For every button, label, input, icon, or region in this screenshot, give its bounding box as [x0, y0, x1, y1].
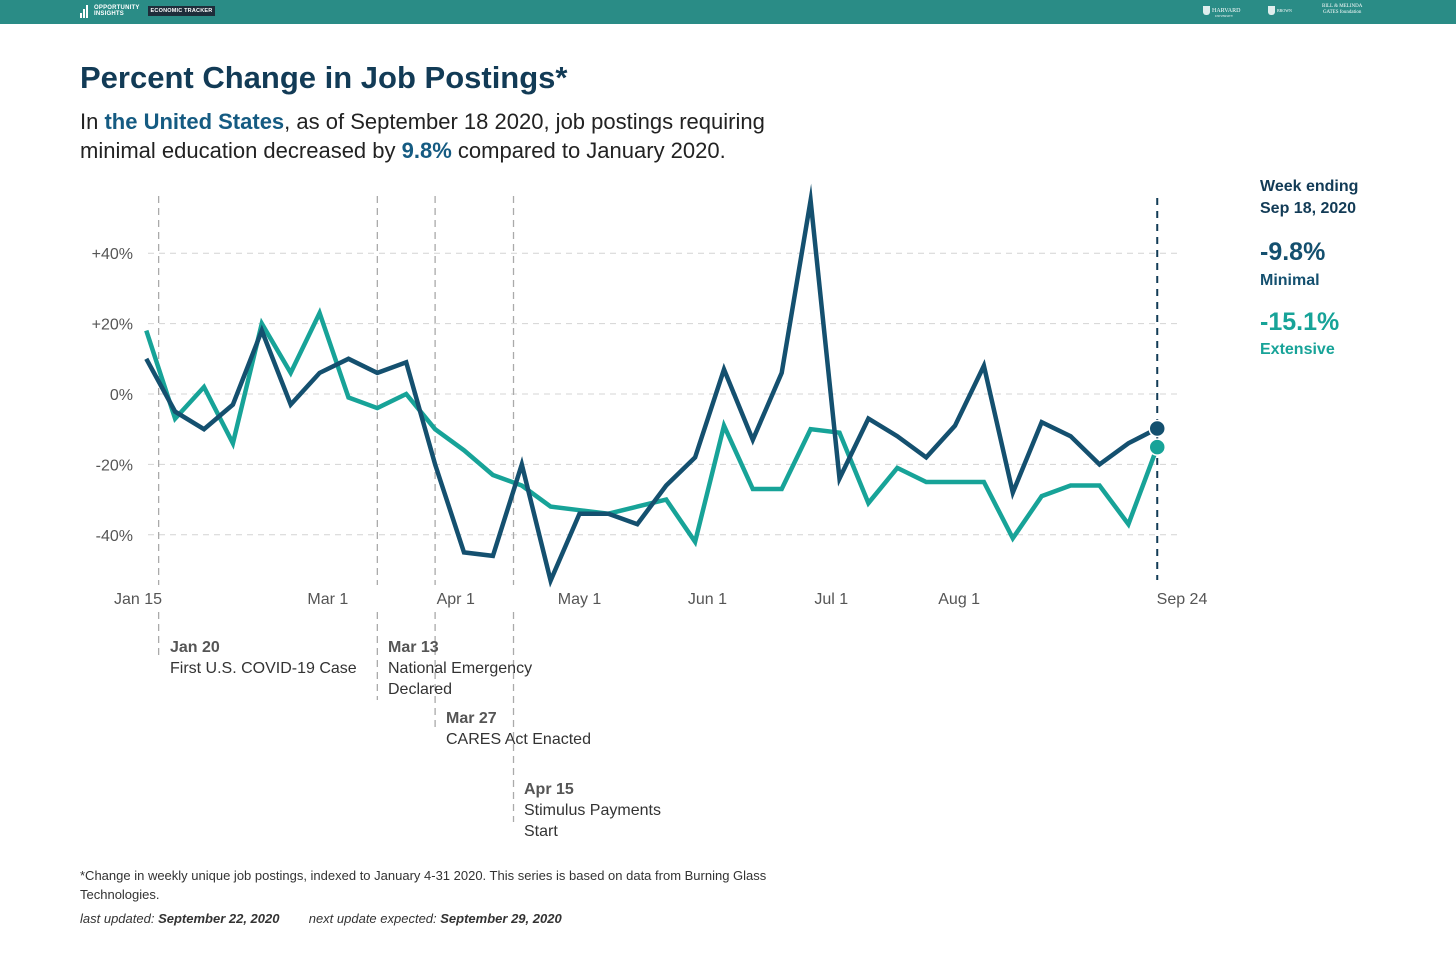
harvard-shield-icon [1203, 6, 1210, 15]
update-info: last updated: September 22, 2020 next up… [80, 911, 562, 926]
harvard-logo[interactable]: HARVARD UNIVERSITY [1203, 6, 1240, 18]
footnote: *Change in weekly unique job postings, i… [80, 868, 767, 902]
bar-chart-icon [80, 4, 90, 18]
endpoint-extensive [1148, 438, 1166, 456]
minimal-label: Minimal [1260, 272, 1320, 289]
x-tick-label: Jul 1 [814, 591, 848, 608]
extensive-label: Extensive [1260, 341, 1335, 358]
event-annotation-mar13: Mar 13 National Emergency Declared [388, 637, 548, 700]
event-text: CARES Act Enacted [446, 731, 591, 748]
x-tick-label: Jan 15 [114, 591, 162, 608]
minimal-value: -9.8% [1260, 238, 1326, 266]
opportunity-insights-logo[interactable]: OPPORTUNITY INSIGHTS ECONOMIC TRACKER [80, 4, 216, 18]
subtitle-post: compared to January 2020. [451, 138, 726, 163]
logo-line1: OPPORTUNITY [94, 5, 140, 11]
header-bar: OPPORTUNITY INSIGHTS ECONOMIC TRACKER HA… [0, 0, 1456, 24]
x-tick-label: Jun 1 [688, 591, 727, 608]
event-annotation-jan20: Jan 20 First U.S. COVID-19 Case [170, 637, 390, 679]
y-tick-label: +40% [92, 246, 133, 263]
page-subtitle: In the United States, as of September 18… [80, 107, 840, 165]
brown-logo[interactable]: BROWN [1268, 6, 1292, 15]
y-tick-label: 0% [110, 387, 133, 404]
y-tick-label: -40% [96, 528, 133, 545]
subtitle-value: 9.8% [401, 138, 452, 163]
next-update-date: September 29, 2020 [440, 911, 562, 926]
subtitle-place[interactable]: the United States [104, 109, 285, 134]
event-date: Mar 27 [446, 710, 497, 727]
event-text: National Emergency Declared [388, 660, 533, 698]
x-tick-label: May 1 [558, 591, 602, 608]
series-line-minimal [144, 183, 1159, 588]
x-tick-label: Mar 1 [307, 591, 348, 608]
x-tick-label: Sep 24 [1157, 591, 1208, 608]
last-updated-date: September 22, 2020 [158, 911, 280, 926]
event-date: Mar 13 [388, 639, 439, 656]
gates-foundation-logo[interactable]: BILL & MELINDA GATES foundation [1322, 4, 1362, 16]
extensive-value: -15.1% [1260, 308, 1340, 336]
event-date: Apr 15 [524, 781, 574, 798]
subtitle-mid: , as of September 18 2020, job postings … [80, 109, 765, 163]
harvard-label: HARVARD [1212, 7, 1241, 14]
gates-line1: BILL & MELINDA [1322, 4, 1363, 9]
last-updated-label: last updated: [80, 911, 159, 926]
brown-shield-icon [1268, 6, 1275, 15]
endpoint-minimal [1148, 419, 1166, 438]
subtitle-pre: In [80, 109, 105, 134]
week-ending-line1: Week ending [1260, 178, 1359, 195]
y-tick-label: -20% [96, 457, 133, 474]
event-annotation-apr15: Apr 15 Stimulus Payments Start [524, 779, 674, 842]
event-text: Stimulus Payments Start [524, 802, 661, 840]
harvard-sub-label: UNIVERSITY [1215, 14, 1233, 18]
brown-label: BROWN [1277, 7, 1292, 13]
x-tick-label: Aug 1 [938, 591, 980, 608]
next-update-label: next update expected: [308, 911, 441, 926]
week-ending-line2: Sep 18, 2020 [1260, 200, 1357, 217]
event-annotation-mar27: Mar 27 CARES Act Enacted [446, 708, 626, 750]
page-title: Percent Change in Job Postings* [80, 60, 568, 95]
logo-text: OPPORTUNITY INSIGHTS [94, 5, 140, 17]
week-ending-label: Week ending Sep 18, 2020 [1260, 176, 1410, 220]
economic-tracker-badge[interactable]: ECONOMIC TRACKER [147, 6, 216, 16]
x-tick-label: Apr 1 [437, 591, 475, 608]
logo-line2: INSIGHTS [94, 11, 124, 17]
event-text: First U.S. COVID-19 Case [170, 660, 357, 677]
event-date: Jan 20 [170, 639, 220, 656]
gates-line2: GATES foundation [1322, 10, 1362, 15]
y-tick-label: +20% [92, 317, 133, 334]
